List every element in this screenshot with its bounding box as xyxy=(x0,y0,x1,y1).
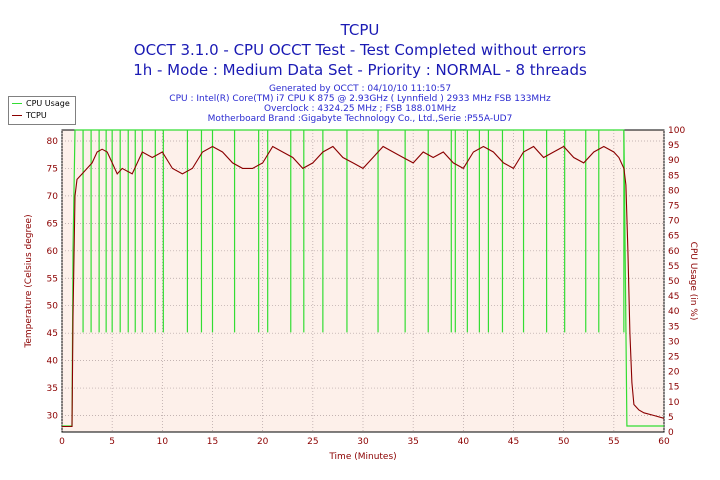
y-right-tick-label: 55 xyxy=(668,262,679,272)
info-cpu: CPU : Intel(R) Core(TM) i7 CPU K 875 @ 2… xyxy=(169,94,551,104)
x-tick-label: 40 xyxy=(458,437,470,447)
y-left-tick-label: 50 xyxy=(47,302,59,312)
y-right-axis-label: CPU Usage (in %) xyxy=(688,242,698,321)
y-right-tick-label: 45 xyxy=(668,292,679,302)
y-right-tick-label: 20 xyxy=(668,368,680,378)
x-tick-label: 20 xyxy=(257,437,269,447)
info-generated: Generated by OCCT : 04/10/10 11:10:57 xyxy=(268,84,452,94)
x-tick-label: 45 xyxy=(508,437,519,447)
x-tick-label: 15 xyxy=(207,437,218,447)
y-right-tick-label: 0 xyxy=(668,428,674,438)
y-right-tick-label: 60 xyxy=(668,247,680,257)
series-line-tcpu xyxy=(62,145,665,428)
x-tick-label: 55 xyxy=(608,437,619,447)
y-right-tick-label: 15 xyxy=(668,383,679,393)
x-tick-label: 60 xyxy=(658,437,670,447)
info-overclock: Overclock : 4324.25 MHz ; FSB 188.01MHz xyxy=(264,104,456,114)
chart-title: TCPU xyxy=(340,21,380,39)
x-tick-label: 50 xyxy=(558,437,570,447)
y-left-tick-label: 70 xyxy=(47,192,59,202)
legend-item-cpu-usage: CPU Usage xyxy=(12,98,70,110)
legend-label-cpu-usage: CPU Usage xyxy=(26,99,70,108)
legend: CPU Usage TCPU xyxy=(8,96,76,125)
y-right-tick-label: 25 xyxy=(668,353,679,363)
info-motherboard: Motherboard Brand :Gigabyte Technology C… xyxy=(207,114,513,124)
y-left-tick-label: 75 xyxy=(47,164,58,174)
title-block: TCPU OCCT 3.1.0 - CPU OCCT Test - Test C… xyxy=(0,0,720,124)
chart-subtitle-mode: 1h - Mode : Medium Data Set - Priority :… xyxy=(133,61,587,79)
legend-label-tcpu: TCPU xyxy=(26,111,47,120)
legend-item-tcpu: TCPU xyxy=(12,110,47,122)
y-right-tick-label: 40 xyxy=(668,307,680,317)
y-left-tick-label: 65 xyxy=(47,219,58,229)
y-right-tick-label: 30 xyxy=(668,337,680,347)
y-right-tick-label: 90 xyxy=(668,156,680,166)
y-right-tick-label: 100 xyxy=(668,126,685,136)
y-right-tick-label: 10 xyxy=(668,398,680,408)
y-right-tick-label: 50 xyxy=(668,277,680,287)
y-left-axis-label: Temperature (Celsius degree) xyxy=(24,214,34,348)
x-tick-label: 35 xyxy=(407,437,418,447)
y-right-tick-label: 85 xyxy=(668,171,679,181)
y-right-tick-label: 75 xyxy=(668,202,679,212)
y-left-tick-label: 45 xyxy=(47,329,58,339)
y-right-tick-label: 70 xyxy=(668,217,680,227)
x-tick-label: 10 xyxy=(157,437,169,447)
x-tick-label: 25 xyxy=(307,437,318,447)
y-right-tick-label: 5 xyxy=(668,413,674,423)
y-left-tick-label: 80 xyxy=(47,137,59,147)
x-axis-label: Time (Minutes) xyxy=(328,452,396,462)
y-left-tick-label: 30 xyxy=(47,412,59,422)
x-tick-label: 30 xyxy=(357,437,369,447)
x-tick-label: 5 xyxy=(109,437,115,447)
y-left-tick-label: 60 xyxy=(47,247,59,257)
y-left-tick-label: 55 xyxy=(47,274,58,284)
y-left-tick-label: 35 xyxy=(47,384,58,394)
y-right-tick-label: 80 xyxy=(668,186,680,196)
y-right-tick-label: 65 xyxy=(668,232,679,242)
y-right-tick-label: 95 xyxy=(668,141,679,151)
y-right-tick-label: 35 xyxy=(668,322,679,332)
x-tick-label: 0 xyxy=(59,437,65,447)
chart-subtitle-test: OCCT 3.1.0 - CPU OCCT Test - Test Comple… xyxy=(133,41,587,59)
y-left-tick-label: 40 xyxy=(47,357,59,367)
